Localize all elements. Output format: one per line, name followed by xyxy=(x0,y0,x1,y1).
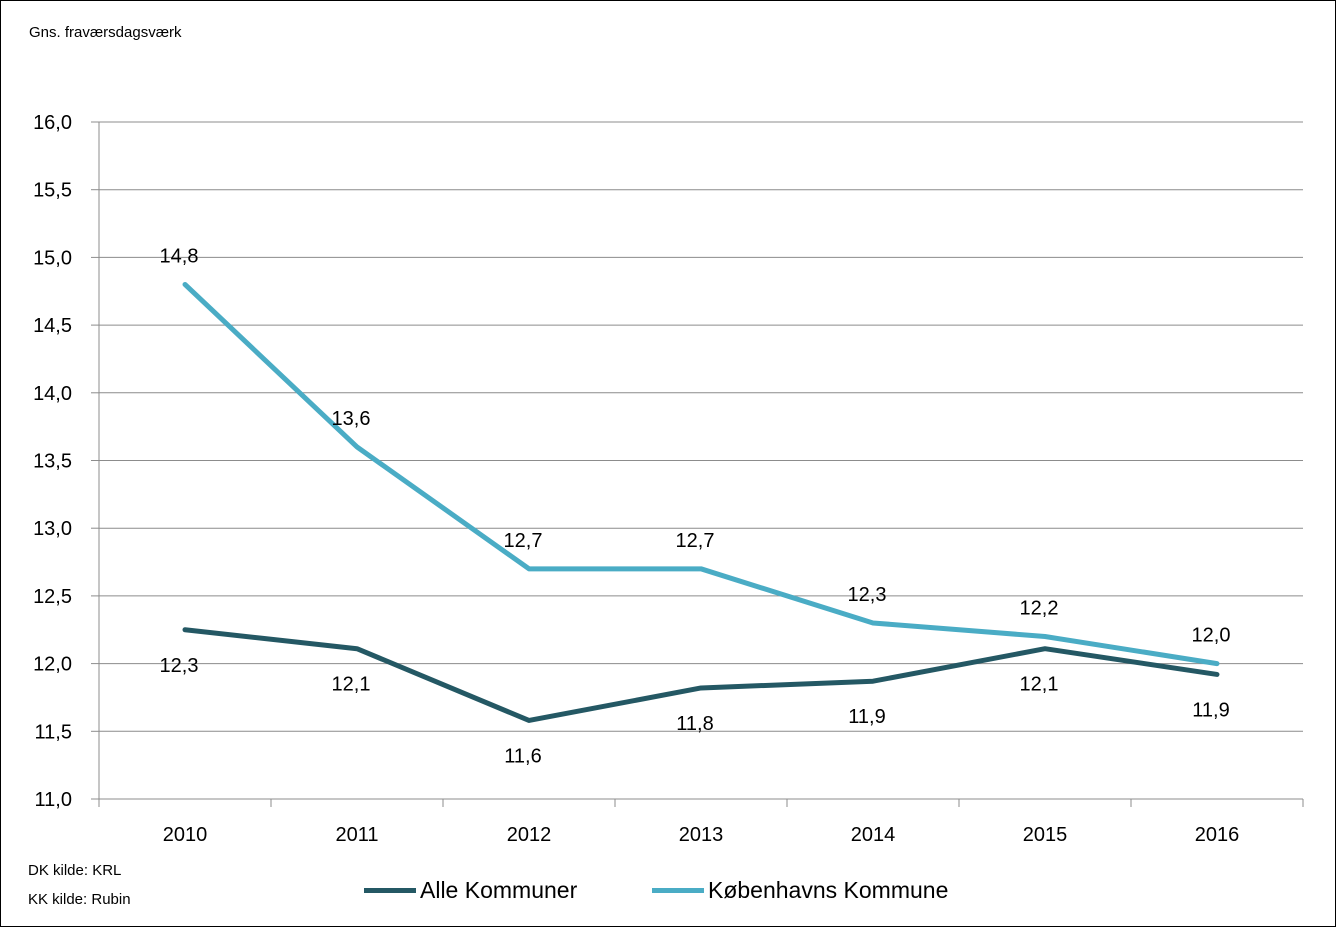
data-label: 12,7 xyxy=(504,530,543,552)
x-tick-label: 2016 xyxy=(1195,824,1240,846)
legend-item-alle-kommuner: Alle Kommuner xyxy=(364,875,577,905)
legend-label-koebenhavns-kommune: Københavns Kommune xyxy=(708,876,949,903)
y-tick-label: 11,5 xyxy=(35,721,72,743)
data-label: 13,6 xyxy=(332,408,371,430)
y-tick-label: 12,0 xyxy=(33,654,72,676)
y-tick-label: 15,0 xyxy=(33,247,72,269)
data-label: 11,9 xyxy=(1192,699,1229,721)
legend-swatch-koebenhavns-kommune xyxy=(652,887,704,893)
series-line-alle-kommuner xyxy=(182,627,1220,723)
source-dk: DK kilde: KRL xyxy=(28,862,122,879)
y-tick-label: 11,0 xyxy=(35,789,72,811)
series-line-koebenhavns-kommune xyxy=(182,281,1220,667)
data-label: 12,1 xyxy=(332,674,371,696)
y-axis-title: Gns. fraværsdagsværk xyxy=(29,24,182,41)
data-label: 11,9 xyxy=(848,706,885,728)
x-tick-label: 2013 xyxy=(679,824,724,846)
data-label: 12,2 xyxy=(1020,598,1059,620)
x-tick-label: 2010 xyxy=(163,824,208,846)
x-tick-label: 2012 xyxy=(507,824,552,846)
legend-swatch-alle-kommuner xyxy=(364,887,416,893)
data-label: 11,8 xyxy=(676,713,713,735)
data-label: 12,3 xyxy=(160,655,199,677)
y-tick-label: 14,5 xyxy=(33,315,72,337)
y-tick-label: 12,5 xyxy=(33,586,72,608)
x-tick-label: 2015 xyxy=(1023,824,1068,846)
data-label: 14,8 xyxy=(160,245,199,267)
y-tick-label: 14,0 xyxy=(33,383,72,405)
data-label: 12,7 xyxy=(676,530,715,552)
y-tick-label: 13,0 xyxy=(33,518,72,540)
legend-item-koebenhavns-kommune: Københavns Kommune xyxy=(652,875,948,905)
legend-label-alle-kommuner: Alle Kommuner xyxy=(420,876,578,903)
y-tick-label: 13,5 xyxy=(33,451,72,473)
data-label: 11,6 xyxy=(504,745,541,767)
y-tick-label: 15,5 xyxy=(33,180,72,202)
x-tick-label: 2011 xyxy=(335,824,378,846)
source-kk: KK kilde: Rubin xyxy=(28,891,131,908)
x-tick-label: 2014 xyxy=(851,824,896,846)
data-label: 12,3 xyxy=(848,584,887,606)
data-label: 12,1 xyxy=(1020,674,1059,696)
data-label: 12,0 xyxy=(1192,625,1231,647)
y-tick-label: 16,0 xyxy=(33,112,72,134)
